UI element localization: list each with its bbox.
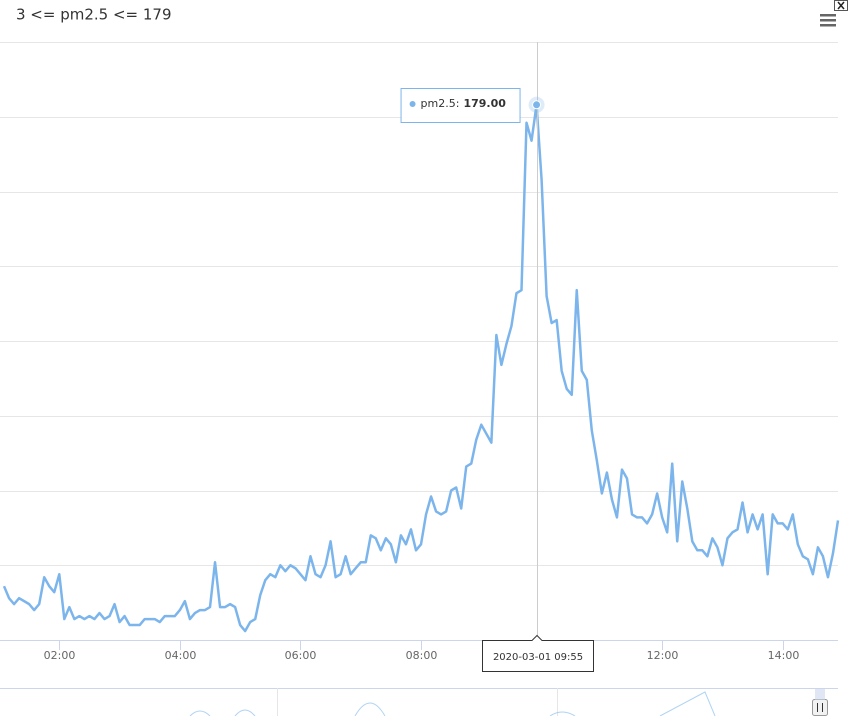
x-tick-label: 04:00 [165, 649, 197, 662]
x-tick-label: 12:00 [647, 649, 679, 662]
x-label-text: 2020-03-01 09:55 [493, 652, 583, 663]
x-tick-label: 08:00 [406, 649, 438, 662]
hover-point [532, 100, 542, 110]
close-button[interactable] [834, 0, 848, 11]
tooltip-value: 179.00 [463, 97, 506, 110]
tooltip-layer: pm2.5: 179.00 2020-03-01 09:55 [400, 88, 594, 672]
x-label-box [482, 634, 594, 672]
tooltip-series: pm2.5: [421, 97, 460, 110]
chart-title: 3 <= pm2.5 <= 179 [16, 6, 172, 24]
tooltip-box [400, 88, 521, 123]
x-tick-label: 14:00 [768, 649, 800, 662]
navigator-mask [815, 688, 825, 700]
menu-button[interactable] [818, 12, 836, 28]
x-label-tooltip: 2020-03-01 09:55 [482, 634, 594, 672]
menu-bar [820, 14, 836, 17]
tooltip-text: pm2.5: 179.00 [421, 97, 507, 110]
navigator-handle[interactable] [812, 699, 828, 716]
navigator-series [189, 691, 716, 716]
tooltip-bullet [409, 101, 416, 107]
navigator-handle-grip [817, 703, 823, 712]
menu-bar [820, 24, 836, 27]
tooltip: pm2.5: 179.00 [400, 88, 521, 123]
x-tick-label: 02:00 [44, 649, 76, 662]
menu-bar [820, 19, 836, 22]
navigator [0, 688, 838, 716]
line-series [2, 103, 840, 633]
x-tick-label: 06:00 [285, 649, 317, 662]
close-icon [837, 1, 845, 10]
